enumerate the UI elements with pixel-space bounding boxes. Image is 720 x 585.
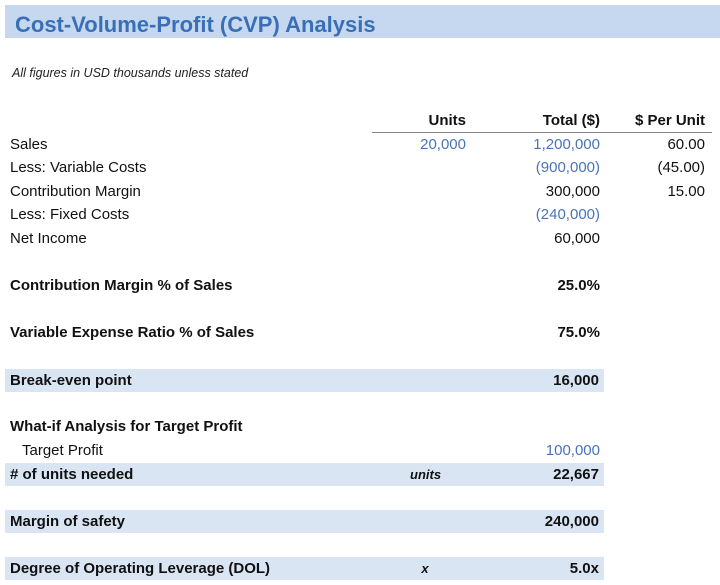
row-label: Variable Expense Ratio % of Sales bbox=[10, 324, 255, 341]
subtitle: All figures in USD thousands unless stat… bbox=[12, 66, 249, 80]
variable-costs-input[interactable]: (900,000) bbox=[535, 159, 600, 176]
row-label: Sales bbox=[10, 136, 48, 153]
row-sales: Sales 20,000 1,200,000 60.00 bbox=[5, 133, 720, 156]
header-divider bbox=[372, 132, 712, 133]
header-total: Total ($) bbox=[542, 112, 600, 129]
contribution-margin-total: 300,000 bbox=[545, 183, 600, 200]
row-label: Margin of safety bbox=[10, 513, 126, 530]
row-label: # of units needed bbox=[10, 466, 134, 483]
header-row: Units Total ($) $ Per Unit bbox=[5, 109, 720, 132]
title-bar: Cost-Volume-Profit (CVP) Analysis bbox=[5, 5, 720, 38]
row-label: Less: Fixed Costs bbox=[10, 206, 130, 223]
row-target-profit: Target Profit 100,000 bbox=[5, 439, 720, 462]
row-variable-costs: Less: Variable Costs (900,000) (45.00) bbox=[5, 156, 720, 179]
row-label: Contribution Margin bbox=[10, 183, 141, 200]
row-fixed-costs: Less: Fixed Costs (240,000) bbox=[5, 203, 720, 226]
ver-value: 75.0% bbox=[557, 324, 600, 341]
header-units: Units bbox=[428, 112, 467, 129]
row-net-income: Net Income 60,000 bbox=[5, 227, 720, 250]
sales-total-input[interactable]: 1,200,000 bbox=[533, 136, 600, 153]
row-cm-pct: Contribution Margin % of Sales 25.0% bbox=[5, 274, 720, 297]
target-profit-input[interactable]: 100,000 bbox=[545, 442, 600, 459]
row-label: Net Income bbox=[10, 230, 87, 247]
row-breakeven: Break-even point 16,000 bbox=[5, 369, 604, 392]
fixed-costs-input[interactable]: (240,000) bbox=[535, 206, 600, 223]
variable-costs-per-unit: (45.00) bbox=[657, 159, 705, 176]
row-label: Degree of Operating Leverage (DOL) bbox=[10, 560, 271, 577]
whatif-heading-row: What-if Analysis for Target Profit bbox=[5, 415, 720, 438]
row-label: Contribution Margin % of Sales bbox=[10, 277, 233, 294]
row-label: Target Profit bbox=[22, 442, 103, 459]
row-margin-of-safety: Margin of safety 240,000 bbox=[5, 510, 604, 533]
page-title: Cost-Volume-Profit (CVP) Analysis bbox=[15, 12, 376, 37]
dol-unit-label: x bbox=[421, 561, 429, 576]
whatif-heading: What-if Analysis for Target Profit bbox=[10, 418, 243, 435]
row-label: Break-even point bbox=[10, 372, 132, 389]
sales-per-unit: 60.00 bbox=[667, 136, 705, 153]
contribution-margin-per-unit: 15.00 bbox=[667, 183, 705, 200]
units-needed-value: 22,667 bbox=[553, 466, 599, 483]
row-units-needed: # of units needed units 22,667 bbox=[5, 463, 604, 486]
row-dol: Degree of Operating Leverage (DOL) x 5.0… bbox=[5, 557, 604, 580]
dol-value: 5.0x bbox=[569, 560, 599, 577]
row-contribution-margin: Contribution Margin 300,000 15.00 bbox=[5, 180, 720, 203]
row-ver: Variable Expense Ratio % of Sales 75.0% bbox=[5, 321, 720, 344]
breakeven-value: 16,000 bbox=[553, 372, 599, 389]
sales-units-input[interactable]: 20,000 bbox=[420, 136, 466, 153]
row-label: Less: Variable Costs bbox=[10, 159, 147, 176]
cm-pct-value: 25.0% bbox=[557, 277, 600, 294]
mos-value: 240,000 bbox=[544, 513, 599, 530]
units-unit-label: units bbox=[410, 467, 442, 482]
header-per-unit: $ Per Unit bbox=[634, 112, 705, 129]
net-income-total: 60,000 bbox=[554, 230, 600, 247]
